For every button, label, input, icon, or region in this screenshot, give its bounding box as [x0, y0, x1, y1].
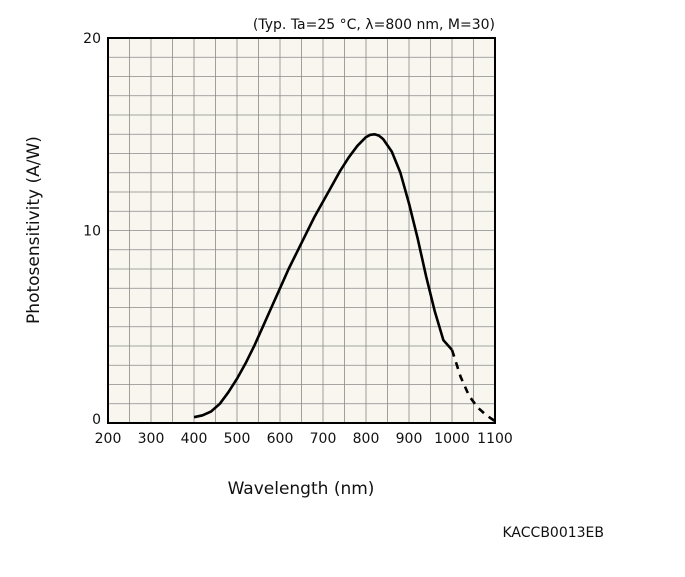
- x-tick-label: 600: [267, 431, 294, 447]
- x-tick-label: 700: [310, 431, 337, 447]
- x-axis-label: Wavelength (nm): [228, 479, 375, 499]
- x-tick-label: 500: [224, 431, 251, 447]
- x-tick-label: 900: [396, 431, 423, 447]
- series-line-solid: [193, 133, 453, 419]
- series-line-dashed: [450, 349, 496, 423]
- y-tick-labels: 0 10 20: [83, 31, 101, 428]
- conditions-note: (Typ. Ta=25 °C, λ=800 nm, M=30): [253, 17, 495, 33]
- series-group: [193, 133, 496, 423]
- x-tick-label: 300: [138, 431, 165, 447]
- x-tick-label: 200: [95, 431, 122, 447]
- y-axis-label: Photosensitivity (A/W): [24, 136, 44, 324]
- x-tick-label: 800: [353, 431, 380, 447]
- y-tick-label: 0: [92, 412, 101, 428]
- x-tick-label: 1000: [434, 431, 470, 447]
- plot-frame: [107, 37, 496, 424]
- grid: [108, 38, 495, 423]
- x-tick-label: 400: [181, 431, 208, 447]
- x-tick-label: 1100: [477, 431, 513, 447]
- figure-code: KACCB0013EB: [503, 525, 605, 541]
- y-tick-label: 10: [83, 224, 101, 240]
- x-tick-labels: 200 300 400 500 600 700 800 900 1000 1100: [95, 431, 513, 447]
- y-tick-label: 20: [83, 31, 101, 47]
